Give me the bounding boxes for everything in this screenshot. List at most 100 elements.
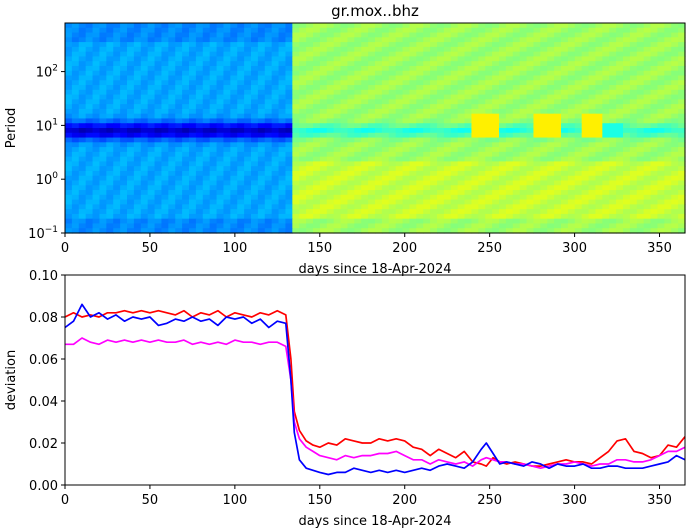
heatmap-cell [540,65,548,72]
heatmap-cell [340,104,349,110]
heatmap-cell [195,213,204,220]
heatmap-cell [120,85,128,91]
heatmap-cell [643,46,652,53]
heatmap-cell [182,65,190,72]
heatmap-cell [629,128,638,134]
heatmap-cell [195,180,204,186]
heatmap-cell [567,85,576,91]
heatmap-cell [244,85,252,91]
heatmap-cell [450,37,459,43]
heatmap-cell [678,218,686,225]
heatmap-cell [368,42,376,48]
heatmap-cell [657,199,665,205]
heatmap-cell [643,42,652,48]
heatmap-cell [161,94,169,100]
heatmap-cell [333,161,342,167]
heatmap-cell [443,156,452,163]
heatmap-cell [485,199,493,205]
heatmap-cell [209,209,218,215]
heatmap-cell [485,123,493,129]
heatmap-cell [92,46,101,53]
heatmap-cell [381,46,390,53]
heatmap-cell [629,161,638,167]
heatmap-cell [264,190,273,196]
heatmap-cell [99,51,107,58]
heatmap-cell [540,80,548,86]
heatmap-cell [147,85,156,91]
heatmap-cell [595,209,603,215]
heatmap-cell [375,166,383,172]
heatmap-cell [230,132,238,139]
heatmap-cell [381,118,390,124]
heatmap-cell [430,94,438,100]
heatmap-cell [664,137,672,143]
heatmap-cell [237,108,245,115]
heatmap-cell [519,75,528,81]
heatmap-cell [361,137,369,143]
heatmap-cell [161,156,169,163]
heatmap-cell [450,204,459,210]
heatmap-cell [319,185,328,191]
heatmap-cell [244,65,252,72]
heatmap-cell [437,170,445,177]
heatmap-cell [581,223,590,229]
heatmap-cell [127,185,135,191]
heatmap-cell [202,142,211,148]
heatmap-cell [216,137,225,143]
deviation-x-axis-label: days since 18-Apr-2024 [298,514,451,529]
heatmap-cell [278,80,287,86]
heatmap-cell [629,46,638,53]
heatmap-cell [533,65,541,72]
heatmap-cell [478,61,486,67]
heatmap-cell [140,104,149,110]
heatmap-cell [78,161,87,167]
heatmap-cell [609,85,617,91]
heatmap-cell [388,113,397,120]
heatmap-cell [588,223,597,229]
heatmap-cell [78,151,87,158]
heatmap-cell [292,123,300,129]
heatmap-cell [547,132,555,139]
heatmap-cell [567,118,576,124]
heatmap-cell [189,204,197,210]
heatmap-cell [505,85,514,91]
heatmap-cell [306,156,314,163]
heatmap-cell [140,99,149,105]
heatmap-cell [450,23,459,29]
heatmap-cell [650,204,659,210]
heatmap-cell [319,89,328,96]
heatmap-cell [78,51,87,58]
heatmap-cell [519,204,528,210]
heatmap-cell [643,218,652,225]
heatmap-cell [505,223,514,229]
heatmap-cell [313,185,321,191]
heatmap-cell [271,218,280,225]
heatmap-cell [602,132,610,139]
heatmap-cell [574,170,583,177]
heatmap-cell [78,204,87,210]
heatmap-cell [395,99,404,105]
heatmap-cell [512,147,521,153]
heatmap-cell [567,194,576,201]
heatmap-cell [547,180,555,186]
heatmap-cell [251,89,259,96]
heatmap-cell [505,61,514,67]
heatmap-cell [540,209,548,215]
heatmap-cell [574,46,583,53]
heatmap-cell [581,108,590,115]
x-tick-label: 100 [222,241,247,256]
heatmap-cell [147,185,156,191]
heatmap-cell [189,113,197,120]
heatmap-cell [402,161,411,167]
heatmap-cell [168,65,176,72]
heatmap-cell [395,204,404,210]
heatmap-cell [133,147,142,153]
heatmap-cell [395,213,404,220]
heatmap-cell [71,46,80,53]
heatmap-cell [223,56,231,62]
heatmap-cell [636,170,645,177]
heatmap-cell [616,32,624,38]
heatmap-cell [333,209,342,215]
heatmap-cell [278,23,287,29]
heatmap-cell [202,137,211,143]
